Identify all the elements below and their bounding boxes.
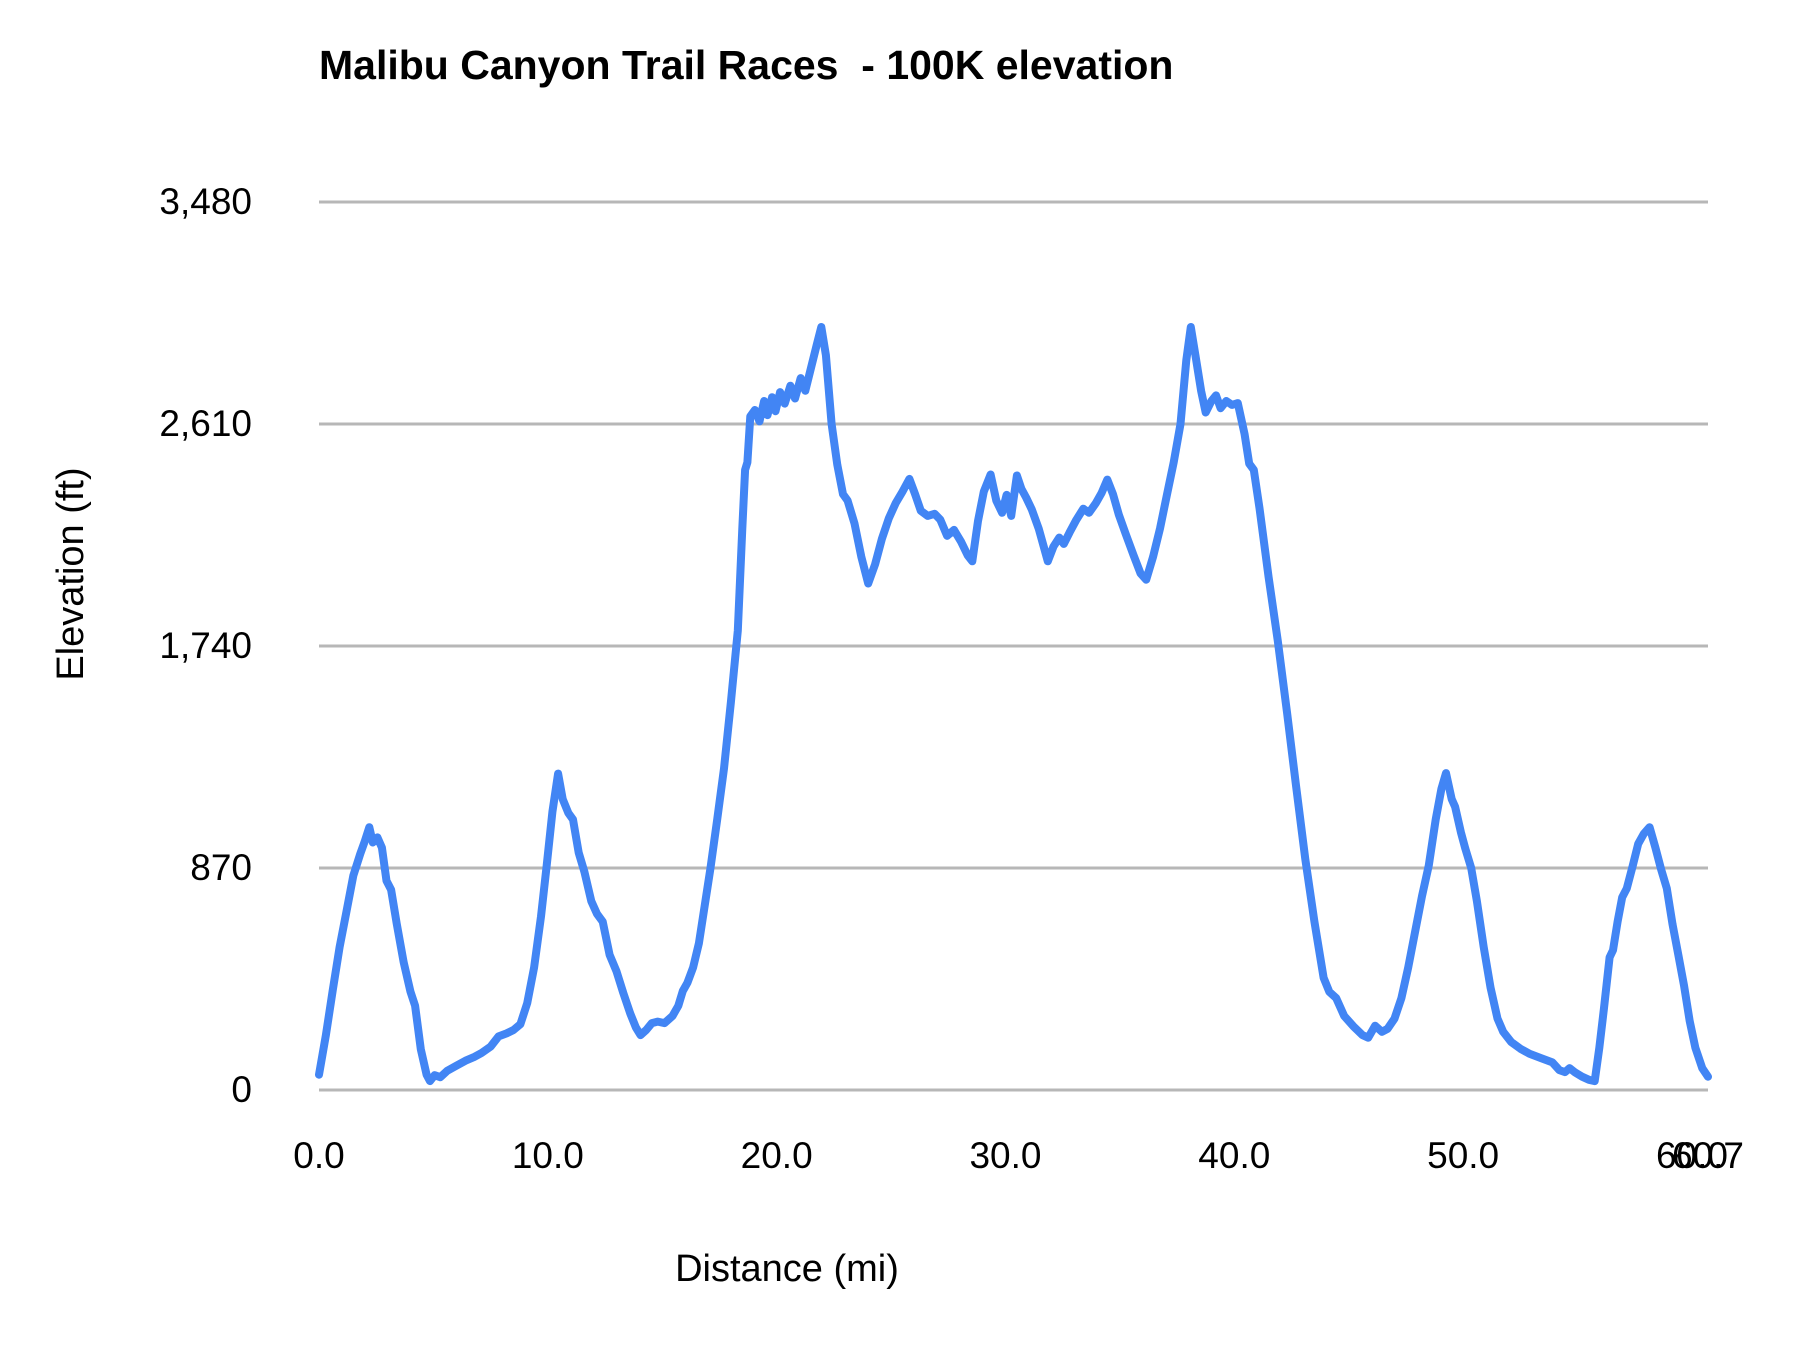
- x-tick-label: 60.0: [1655, 1135, 1728, 1176]
- y-tick-label: 2,610: [159, 403, 252, 444]
- y-tick-label: 870: [190, 847, 252, 888]
- chart-title: Malibu Canyon Trail Races - 100K elevati…: [319, 42, 1174, 88]
- elevation-line-group: [315, 323, 1712, 1086]
- x-tick-label: 30.0: [969, 1135, 1042, 1176]
- elevation-line: [315, 323, 1712, 1086]
- x-tick-label: 20.0: [740, 1135, 813, 1176]
- x-tick-label: 50.0: [1427, 1135, 1500, 1176]
- y-tick-label: 0: [231, 1069, 252, 1110]
- x-axis-title: Distance (mi): [675, 1248, 899, 1290]
- y-tick-label: 1,740: [159, 625, 252, 666]
- gridlines: [319, 200, 1708, 1092]
- x-tick-label: 60.7: [1671, 1135, 1744, 1176]
- y-tick-label: 3,480: [159, 181, 252, 222]
- x-tick-label: 40.0: [1198, 1135, 1271, 1176]
- x-tick-label: 10.0: [511, 1135, 584, 1176]
- x-tick-label: 0.0: [293, 1135, 345, 1176]
